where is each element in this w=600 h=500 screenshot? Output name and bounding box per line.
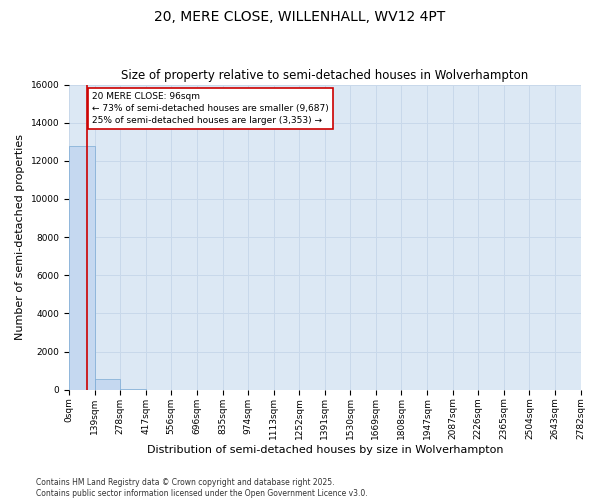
- X-axis label: Distribution of semi-detached houses by size in Wolverhampton: Distribution of semi-detached houses by …: [146, 445, 503, 455]
- Text: 20 MERE CLOSE: 96sqm
← 73% of semi-detached houses are smaller (9,687)
25% of se: 20 MERE CLOSE: 96sqm ← 73% of semi-detac…: [92, 92, 329, 125]
- Title: Size of property relative to semi-detached houses in Wolverhampton: Size of property relative to semi-detach…: [121, 69, 529, 82]
- Bar: [69, 146, 95, 390]
- Text: Contains HM Land Registry data © Crown copyright and database right 2025.
Contai: Contains HM Land Registry data © Crown c…: [36, 478, 368, 498]
- Text: 20, MERE CLOSE, WILLENHALL, WV12 4PT: 20, MERE CLOSE, WILLENHALL, WV12 4PT: [154, 10, 446, 24]
- Y-axis label: Number of semi-detached properties: Number of semi-detached properties: [15, 134, 25, 340]
- Bar: [95, 379, 120, 390]
